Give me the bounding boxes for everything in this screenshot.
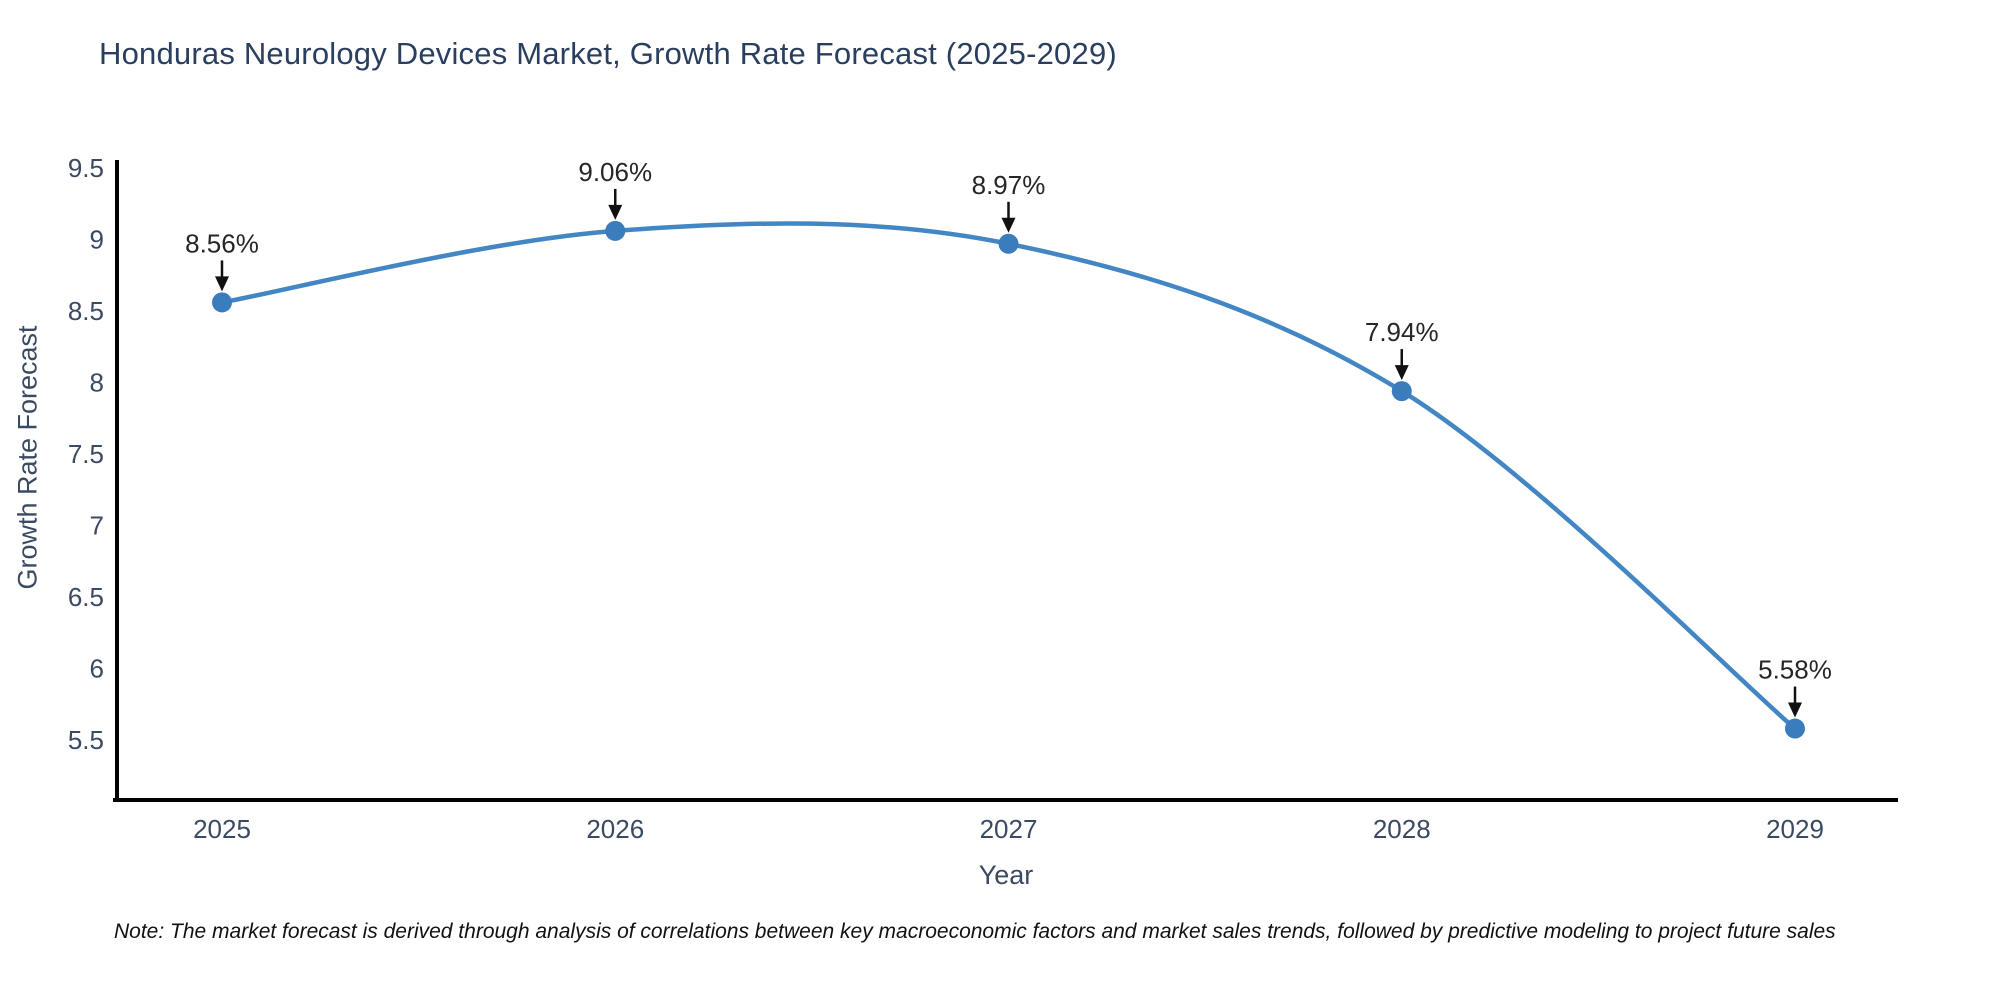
- y-tick-label: 6.5: [68, 582, 104, 612]
- y-tick-label: 9.5: [68, 153, 104, 183]
- y-tick-label: 5.5: [68, 725, 104, 755]
- y-tick-label: 9: [90, 225, 104, 255]
- forecast-line: [219, 221, 1798, 731]
- y-tick-label: 7.5: [68, 439, 104, 469]
- annotation-label: 8.97%: [972, 170, 1046, 200]
- y-axis-title: Growth Rate Forecast: [12, 325, 43, 590]
- data-point-marker: [605, 220, 626, 241]
- annotation-label: 8.56%: [185, 228, 259, 258]
- annotation-label: 7.94%: [1365, 317, 1439, 347]
- y-tick-label: 8.5: [68, 296, 104, 326]
- footnote: Note: The market forecast is derived thr…: [114, 920, 1836, 943]
- annotation-arrowhead-icon: [1788, 702, 1802, 718]
- data-point-marker: [998, 233, 1019, 254]
- y-tick-label: 7: [90, 511, 104, 541]
- y-tick-label: 6: [90, 654, 104, 684]
- data-point-marker: [212, 292, 232, 313]
- y-tick-label: 8: [90, 368, 104, 398]
- data-point-marker: [1785, 718, 1805, 739]
- x-axis-title: Year: [978, 860, 1034, 890]
- x-tick-label: 2028: [1373, 814, 1431, 844]
- x-tick-label: 2029: [1766, 814, 1824, 844]
- annotation-arrowhead-icon: [608, 204, 623, 220]
- annotation-label: 5.58%: [1758, 655, 1832, 685]
- annotation-arrowhead-icon: [1001, 217, 1016, 233]
- chart-title: Honduras Neurology Devices Market, Growt…: [99, 36, 1117, 71]
- annotation-arrowhead-icon: [1394, 365, 1409, 381]
- x-tick-label: 2026: [586, 814, 644, 844]
- x-tick-label: 2027: [980, 814, 1038, 844]
- x-tick-label: 2025: [193, 814, 251, 844]
- data-point-marker: [1391, 381, 1412, 402]
- annotation-arrowhead-icon: [215, 276, 229, 292]
- annotation-label: 9.06%: [578, 157, 652, 187]
